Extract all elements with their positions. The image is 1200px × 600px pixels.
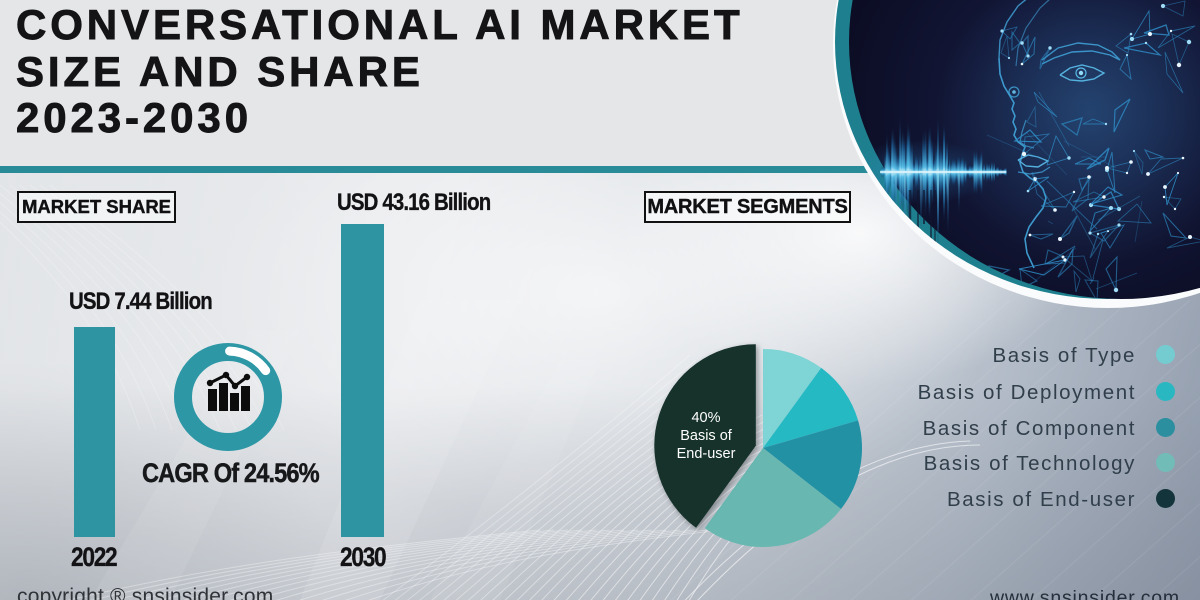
svg-text:40%: 40% <box>691 410 720 426</box>
svg-text:End-user: End-user <box>677 446 736 462</box>
svg-text:Basis of: Basis of <box>680 428 733 444</box>
